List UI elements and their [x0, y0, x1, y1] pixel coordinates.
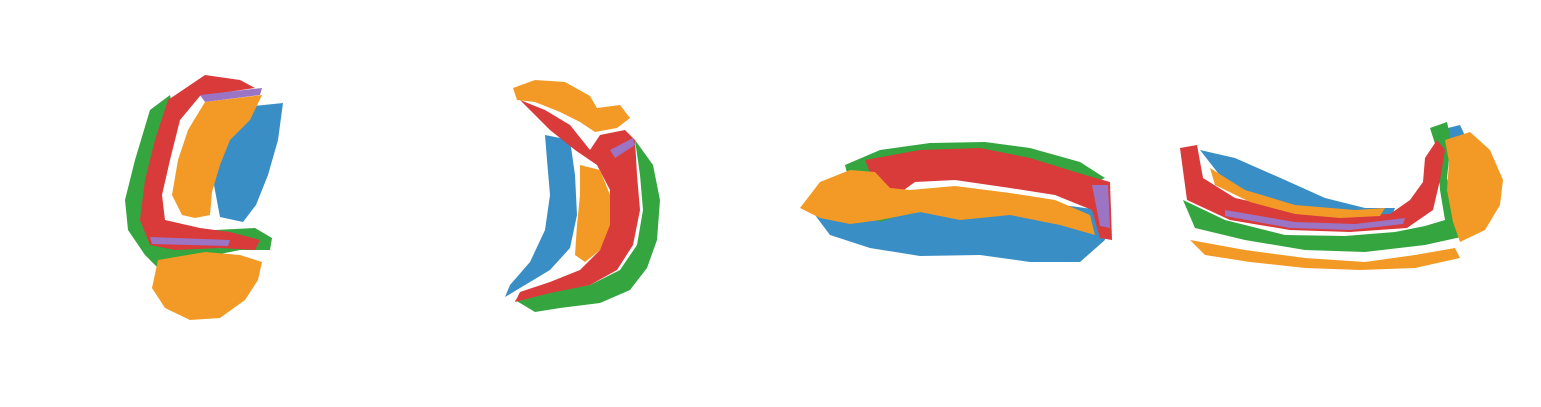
surface-view-2 [385, 0, 770, 407]
region-red [1180, 140, 1445, 232]
region-red [865, 148, 1112, 240]
region-orange [800, 170, 1095, 235]
region-red [515, 100, 640, 302]
region-orange [1190, 132, 1503, 270]
region-purple [1092, 185, 1110, 228]
region-purple [1225, 210, 1405, 230]
region-blue [505, 135, 577, 297]
surface-render-3 [800, 142, 1112, 262]
surface-render-4 [1180, 122, 1503, 270]
region-orange [513, 80, 630, 262]
region-purple [150, 88, 262, 246]
region-red [140, 75, 260, 250]
surface-view-4 [1155, 0, 1541, 407]
region-orange [152, 95, 262, 320]
region-green [1183, 122, 1470, 252]
surface-view-3 [770, 0, 1155, 407]
surface-render-1 [125, 75, 283, 320]
region-purple [610, 138, 635, 158]
surface-render-2 [505, 80, 660, 312]
region-green [515, 140, 660, 312]
surface-view-1 [0, 0, 385, 407]
